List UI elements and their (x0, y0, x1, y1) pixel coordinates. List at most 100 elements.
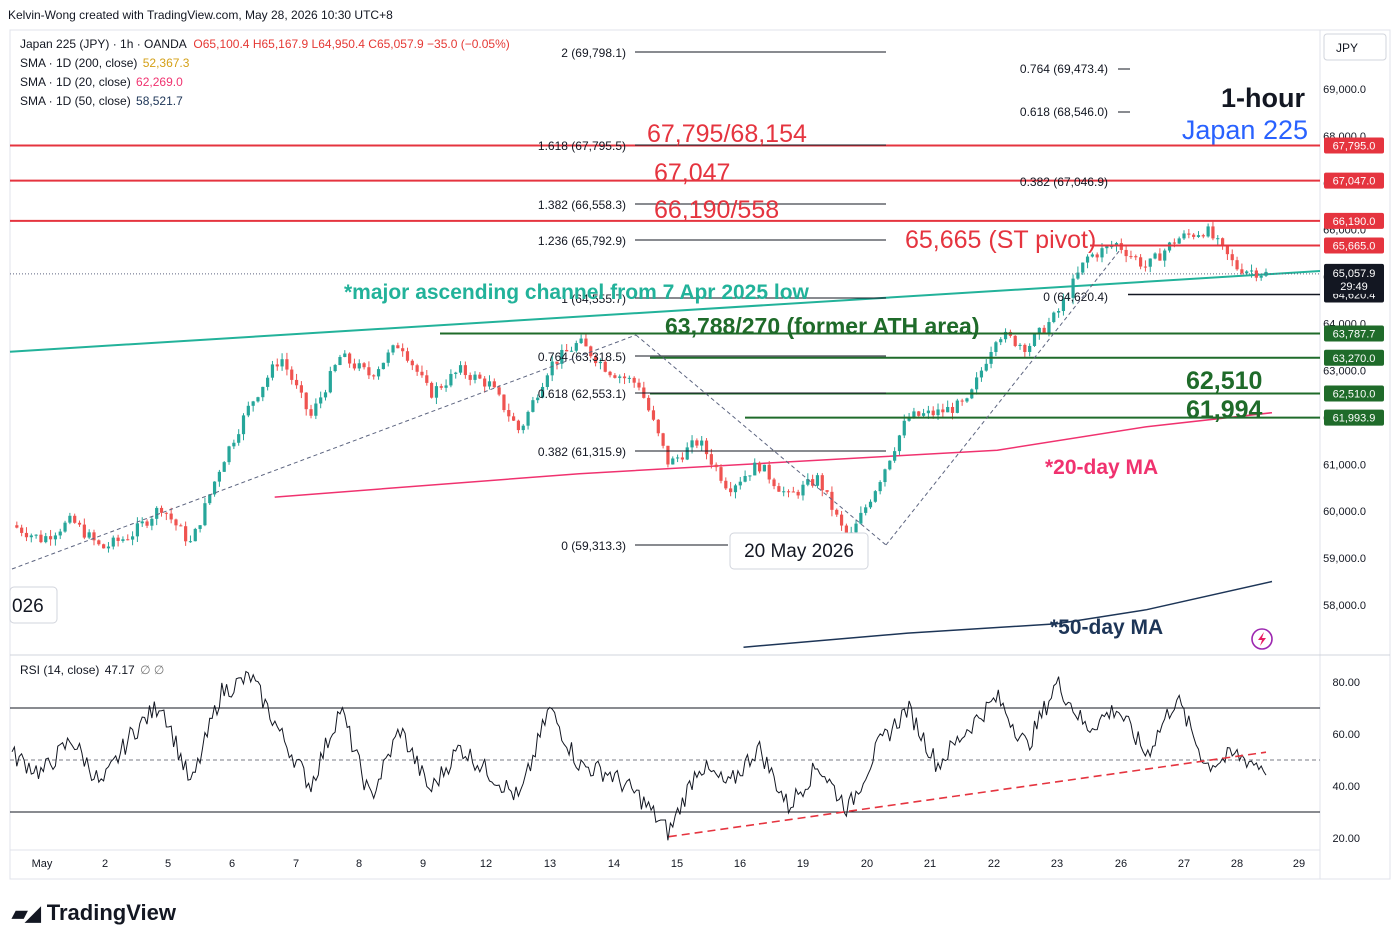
candle-body (87, 532, 91, 538)
candle-body (637, 382, 641, 388)
candle-body (757, 462, 762, 472)
support-label-61994: 61,994 (1186, 396, 1263, 424)
resistance-label-67795: 67,795/68,154 (647, 120, 807, 148)
candle-body (188, 541, 193, 543)
candle-body (463, 365, 467, 376)
price-tag-bg (1324, 172, 1384, 189)
candle-body (420, 371, 424, 376)
candle-body (941, 409, 945, 413)
sma200-legend[interactable]: SMA · 1D (200, close) 52,367.3 (20, 56, 189, 70)
candle-body (796, 491, 800, 496)
candle-body (352, 363, 357, 369)
candle-body (77, 522, 82, 525)
candle-body (1216, 238, 1220, 240)
candle-body (1249, 270, 1254, 272)
fib-label: 0.382 (61,315.9) (538, 445, 626, 459)
candle-body (1076, 272, 1080, 279)
candle-body (39, 534, 43, 543)
candle-body (584, 338, 588, 347)
candle-body (753, 462, 757, 476)
candle-body (1235, 260, 1239, 270)
candle-body (212, 481, 217, 495)
support-label-62510: 62,510 (1186, 367, 1262, 395)
sma200-value: 52,367.3 (142, 56, 190, 70)
time-tick: 21 (924, 858, 936, 870)
candle-body (145, 521, 149, 526)
currency-button[interactable] (1323, 33, 1387, 61)
candle-body (555, 361, 559, 364)
price-tick: 59,000.0 (1323, 553, 1366, 565)
candle-body (912, 411, 916, 418)
sma50-legend[interactable]: SMA · 1D (50, close) 58,521.7 (20, 94, 183, 108)
candle-body (1129, 256, 1133, 258)
candle-body (507, 410, 511, 417)
candle-body (497, 387, 501, 395)
candle-body (48, 536, 53, 540)
price-tag-text: 62,510.0 (1333, 388, 1376, 400)
candle-body (468, 375, 472, 380)
resistance-label-67047: 67,047 (654, 159, 730, 187)
sma50-value: 58,521.7 (136, 94, 183, 108)
current-price-tag (1324, 263, 1384, 294)
candle-body (1081, 262, 1085, 273)
price-axis[interactable]: 69,000.068,000.067,000.066,000.065,000.0… (1323, 84, 1366, 612)
price-tag-text: 63,270.0 (1333, 353, 1376, 365)
candle-body (1201, 235, 1205, 237)
candle-body (15, 525, 19, 528)
candle-body (280, 359, 284, 367)
candle-body (777, 486, 781, 492)
candle-body (743, 476, 747, 482)
price-tick: 60,000.0 (1323, 506, 1366, 518)
candle-body (372, 375, 376, 377)
candle-body (1211, 226, 1215, 239)
rsi-legend[interactable]: RSI (14, close) 47.17 ∅ ∅ (20, 663, 164, 677)
time-tick: May (32, 858, 53, 870)
swing-line (635, 334, 887, 546)
tradingview-logo[interactable]: ▰◢ TradingView (12, 900, 176, 926)
sma20-legend[interactable]: SMA · 1D (20, close) 62,269.0 (20, 75, 183, 89)
candle-body (786, 491, 791, 493)
fib-label: 0.764 (69,473.4) (1020, 62, 1108, 76)
candle-body (391, 345, 395, 353)
candle-body (357, 363, 361, 369)
candle-body (1037, 327, 1041, 335)
candle-body (897, 435, 902, 452)
candle-body (140, 521, 144, 524)
candle-body (121, 539, 125, 541)
sma200-label: SMA · 1D (200, close) (20, 56, 138, 70)
pivot-label: 65,665 (ST pivot) (905, 226, 1096, 254)
fib-label: 0.764 (63,318.5) (538, 350, 626, 364)
price-tag-text: 67,047.0 (1333, 176, 1376, 188)
time-tick: 22 (988, 858, 1000, 870)
price-tick: 69,000.0 (1323, 84, 1366, 96)
resistance-label-66190: 66,190/558 (654, 196, 779, 224)
symbol-name: Japan 225 (JPY) · 1h · OANDA (20, 37, 187, 51)
candle-body (714, 464, 718, 468)
fib-label: 0.618 (68,546.0) (1020, 105, 1108, 119)
candle-body (1259, 275, 1263, 278)
price-tick: 61,000.0 (1323, 459, 1366, 471)
candle-body (294, 379, 299, 386)
ath-label: 63,788/270 (former ATH area) (665, 313, 980, 339)
candle-body (323, 392, 328, 398)
candle-body (198, 525, 202, 529)
candle-body (174, 519, 178, 526)
candle-body (1148, 258, 1152, 267)
candle-body (111, 537, 115, 547)
candle-body (1042, 327, 1046, 334)
candle-body (1047, 322, 1051, 334)
lightning-icon[interactable] (1251, 628, 1273, 650)
fib-label: 0.618 (62,553.1) (538, 387, 626, 401)
time-tick: 9 (420, 858, 426, 870)
candle-body (627, 377, 631, 379)
candle-body (159, 507, 164, 513)
date-callout-text: 20 May 2026 (744, 541, 854, 562)
candle-body (622, 376, 627, 379)
candle-body (1119, 243, 1123, 250)
candle-body (839, 514, 844, 526)
symbol-legend[interactable]: Japan 225 (JPY) · 1h · OANDA O65,100.4 H… (20, 37, 510, 51)
time-axis[interactable]: May 2 5 6 7 8 9 12 13 14 15 16 19 20 21 22 23 26 27 28 29 (32, 858, 1306, 870)
channel-line (9, 270, 1321, 353)
candle-body (241, 415, 246, 435)
